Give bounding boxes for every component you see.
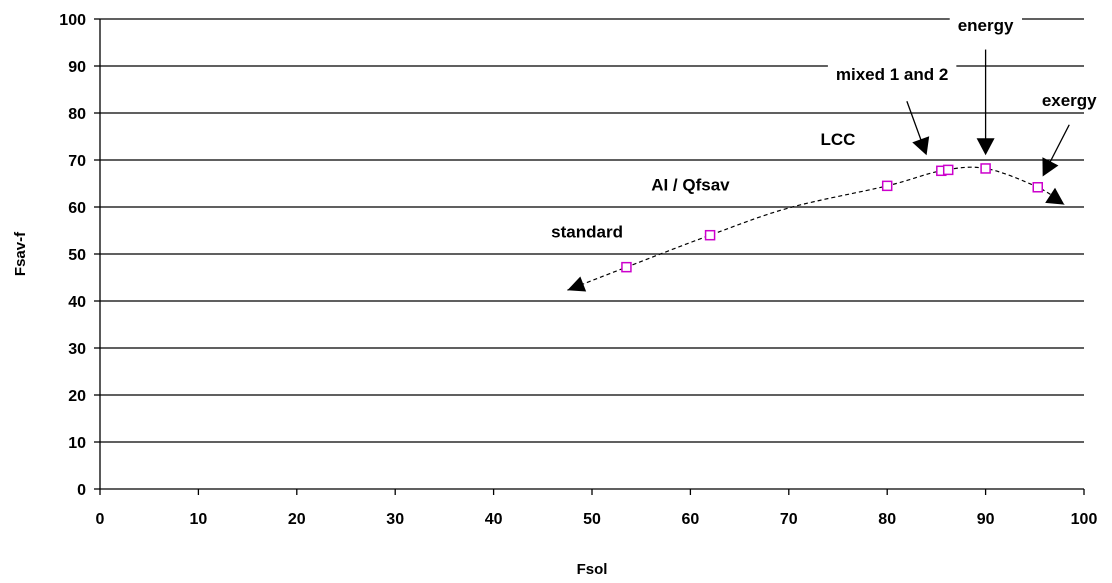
y-tick-label: 60: [68, 200, 86, 217]
x-tick-label: 10: [190, 511, 208, 528]
annotation-label-background: [827, 63, 957, 87]
x-tick-label: 70: [780, 511, 798, 528]
x-tick-label: 0: [96, 511, 105, 528]
y-tick-label: 10: [68, 435, 86, 452]
pointer-arrow-line: [906, 101, 923, 143]
data-point: [621, 261, 632, 273]
x-tick-label: 80: [878, 511, 896, 528]
data-point: [881, 180, 893, 192]
data-points: [621, 163, 1044, 273]
x-tick-label: 20: [288, 511, 306, 528]
trend-curve-group: [567, 166, 1065, 291]
curve-start-arrowhead: [567, 276, 587, 292]
y-tick-label: 40: [68, 294, 86, 311]
y-tick-label: 30: [68, 341, 86, 358]
x-tick-labels: 0 10 20 30 40 50 60 70 80 90 100: [96, 489, 1098, 528]
data-point: [980, 163, 991, 174]
y-tick-label: 90: [68, 59, 86, 76]
pointer-arrowhead: [976, 138, 995, 156]
x-tick-label: 40: [485, 511, 503, 528]
pointer-arrowhead: [1042, 157, 1059, 177]
x-axis-title: Fsol: [577, 561, 608, 578]
data-point: [942, 164, 954, 176]
y-tick-label: 20: [68, 388, 86, 405]
pointer-arrow-line: [1048, 124, 1070, 165]
annotation-label: mixed 1 and 2: [836, 65, 948, 84]
y-tick-label: 80: [68, 106, 86, 123]
annotation-label: standard: [551, 223, 623, 242]
y-tick-label: 50: [68, 247, 86, 264]
pointer-arrows: [567, 49, 1070, 292]
data-point: [704, 229, 716, 241]
gridlines: [100, 18, 1084, 443]
x-tick-label: 30: [386, 511, 404, 528]
annotation-backgrounds: [543, 13, 1106, 244]
pointer-arrowhead: [912, 136, 930, 156]
annotation-label-background: [949, 13, 1023, 37]
annotation-label: exergy: [1042, 91, 1097, 110]
annotation-label-background: [643, 173, 739, 197]
trend-curve: [567, 166, 1065, 291]
y-axis-title: Fsav-f: [12, 231, 29, 276]
y-tick-label: 0: [77, 482, 86, 499]
annotation-labels: standard AI / Qfsav LCC mixed 1 and 2 energy…: [551, 16, 1097, 242]
annotation-label-background: [543, 220, 631, 244]
annotation-label-background: [812, 127, 864, 151]
y-tick-label: 70: [68, 153, 86, 170]
x-tick-label: 100: [1071, 511, 1098, 528]
annotation-label: energy: [958, 16, 1014, 35]
x-tick-label: 60: [682, 511, 700, 528]
annotation-label-background: [1033, 88, 1106, 112]
x-tick-label: 90: [977, 511, 995, 528]
y-tick-label: 100: [59, 12, 86, 29]
annotation-label: AI / Qfsav: [651, 176, 730, 195]
annotation-label: LCC: [821, 130, 856, 149]
data-point: [1032, 182, 1044, 193]
y-tick-labels: 0 10 20 30 40 50 60 70 80 90 100: [59, 12, 100, 499]
x-tick-label: 50: [583, 511, 601, 528]
curve-end-arrowhead: [1045, 187, 1065, 205]
